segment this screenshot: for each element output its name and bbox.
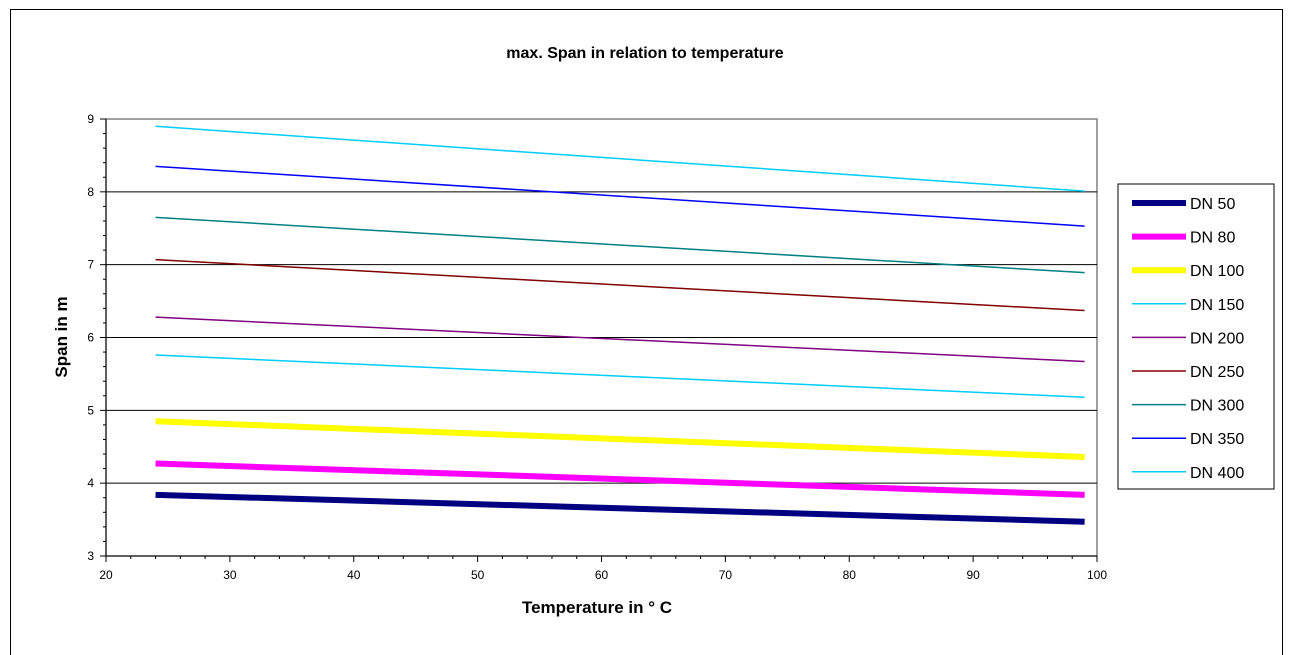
axes: 3 4 5 6 7 8 9 20 30 40 50 60 70 80 90 100	[87, 112, 1107, 582]
legend-label: DN 80	[1190, 230, 1235, 247]
series-line	[155, 316, 1085, 363]
x-tick-label: 40	[347, 568, 361, 582]
legend-label: DN 200	[1190, 330, 1244, 347]
legend-label: DN 100	[1190, 263, 1244, 280]
legend-label: DN 350	[1190, 431, 1244, 448]
x-tick-label: 70	[719, 568, 733, 582]
y-tick-label: 5	[87, 403, 94, 417]
x-axis-title: Temperature in ° C	[522, 598, 672, 617]
legend-label: DN 400	[1190, 465, 1244, 482]
series-line	[155, 491, 1085, 525]
x-tick-label: 80	[843, 568, 857, 582]
series-line	[155, 354, 1085, 398]
legend-label: DN 150	[1190, 297, 1244, 314]
x-tick-label: 50	[471, 568, 485, 582]
y-tick-label: 7	[87, 258, 94, 272]
y-tick-label: 4	[87, 476, 94, 490]
y-tick-label: 8	[87, 185, 94, 199]
y-tick-label: 3	[87, 549, 94, 563]
legend: DN 50 DN 80 DN 100 DN 150 DN 200 DN 250 DN 300…	[1117, 183, 1275, 490]
legend-label: DN 50	[1190, 196, 1235, 213]
legend-label: DN 300	[1190, 398, 1244, 415]
x-tick-label: 20	[99, 568, 113, 582]
y-axis-title: Span in m	[52, 296, 71, 377]
x-tick-label: 30	[223, 568, 237, 582]
series-line	[155, 165, 1085, 227]
series-line	[155, 216, 1085, 274]
series-lines	[155, 125, 1085, 525]
gridlines	[106, 191, 1097, 484]
series-line	[155, 418, 1085, 460]
x-tick-label: 60	[595, 568, 609, 582]
series-line	[155, 460, 1085, 498]
series-line	[155, 258, 1085, 312]
y-tick-label: 9	[87, 112, 94, 126]
chart-title: max. Span in relation to temperature	[506, 45, 784, 62]
y-tick-label: 6	[87, 331, 94, 345]
legend-label: DN 250	[1190, 364, 1244, 381]
x-tick-label: 100	[1087, 568, 1107, 582]
x-tick-label: 90	[966, 568, 980, 582]
series-line	[155, 125, 1085, 192]
